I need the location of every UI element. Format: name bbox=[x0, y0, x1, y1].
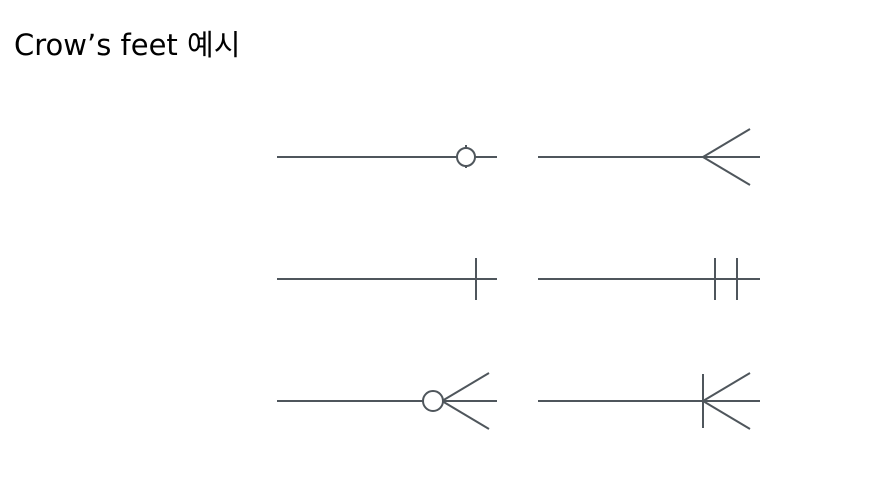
circle-mark bbox=[422, 390, 444, 412]
circle-mark bbox=[456, 147, 476, 167]
crow-foot-lower bbox=[702, 156, 751, 186]
notation-one-or-many bbox=[538, 372, 760, 430]
notation-zero-or-one bbox=[277, 145, 497, 168]
crow-foot-upper bbox=[702, 128, 751, 158]
notation-one-and-only-one bbox=[538, 258, 760, 300]
notation-zero-or-many bbox=[277, 372, 497, 430]
notation-many bbox=[538, 128, 760, 186]
crow-foot-lower bbox=[702, 400, 751, 430]
notation-one bbox=[277, 258, 497, 300]
crow-foot-upper bbox=[702, 372, 751, 402]
crow-foot-upper bbox=[441, 372, 490, 402]
page-title: Crow’s feet 예시 bbox=[14, 28, 241, 62]
crow-foot-lower bbox=[441, 400, 490, 430]
